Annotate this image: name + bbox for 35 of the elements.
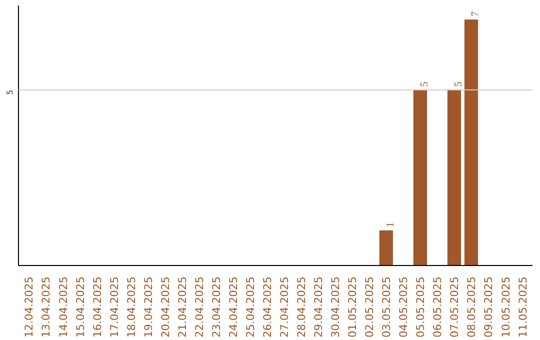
x-tick-label: 10.05.2025 bbox=[499, 276, 512, 338]
x-tick-label: 17.04.2025 bbox=[108, 276, 121, 338]
x-tick-label: 18.04.2025 bbox=[124, 276, 138, 338]
x-tick-label: 24.04.2025 bbox=[226, 276, 240, 338]
data-label: 5 bbox=[454, 81, 465, 87]
x-tick-label: 09.05.2025 bbox=[482, 276, 496, 338]
x-tick-label: 05.05.2025 bbox=[414, 276, 428, 338]
x-tick-label: 26.04.2025 bbox=[260, 276, 274, 338]
x-tick-label: 19.04.2025 bbox=[142, 276, 155, 338]
x-tick-label: 07.05.2025 bbox=[448, 276, 462, 338]
x-tick-label: 02.05.2025 bbox=[363, 276, 376, 338]
x-tick-label: 01.05.2025 bbox=[346, 276, 360, 338]
x-tick-label: 11.05.2025 bbox=[516, 276, 530, 338]
x-tick-label: 15.04.2025 bbox=[74, 276, 87, 338]
data-label: 1 bbox=[386, 222, 397, 228]
x-tick-label: 04.05.2025 bbox=[397, 276, 410, 338]
x-tick-label: 28.04.2025 bbox=[295, 276, 308, 338]
x-tick-label: 25.04.2025 bbox=[244, 276, 257, 338]
x-tick-label: 14.04.2025 bbox=[56, 276, 70, 338]
x-tick-label: 27.04.2025 bbox=[278, 276, 292, 338]
x-tick-label: 22.04.2025 bbox=[192, 276, 206, 338]
x-tick-label: 20.04.2025 bbox=[158, 276, 172, 338]
x-tick-label: 12.04.2025 bbox=[22, 276, 36, 338]
x-tick-label: 16.04.2025 bbox=[90, 276, 104, 338]
data-label: 5 bbox=[420, 81, 431, 87]
x-tick-label: 29.04.2025 bbox=[312, 276, 326, 338]
x-tick-label: 21.04.2025 bbox=[176, 276, 189, 338]
x-tick-label: 03.05.2025 bbox=[380, 276, 394, 338]
x-tick-label: 13.04.2025 bbox=[40, 276, 53, 338]
x-tick-label: 23.04.2025 bbox=[210, 276, 223, 338]
x-tick-label: 06.05.2025 bbox=[431, 276, 444, 338]
x-tick-label: 30.04.2025 bbox=[329, 276, 342, 338]
data-label: 7 bbox=[470, 10, 482, 17]
ref-line-label: 5 bbox=[6, 90, 14, 95]
x-tick-label: 08.05.2025 bbox=[465, 276, 478, 338]
